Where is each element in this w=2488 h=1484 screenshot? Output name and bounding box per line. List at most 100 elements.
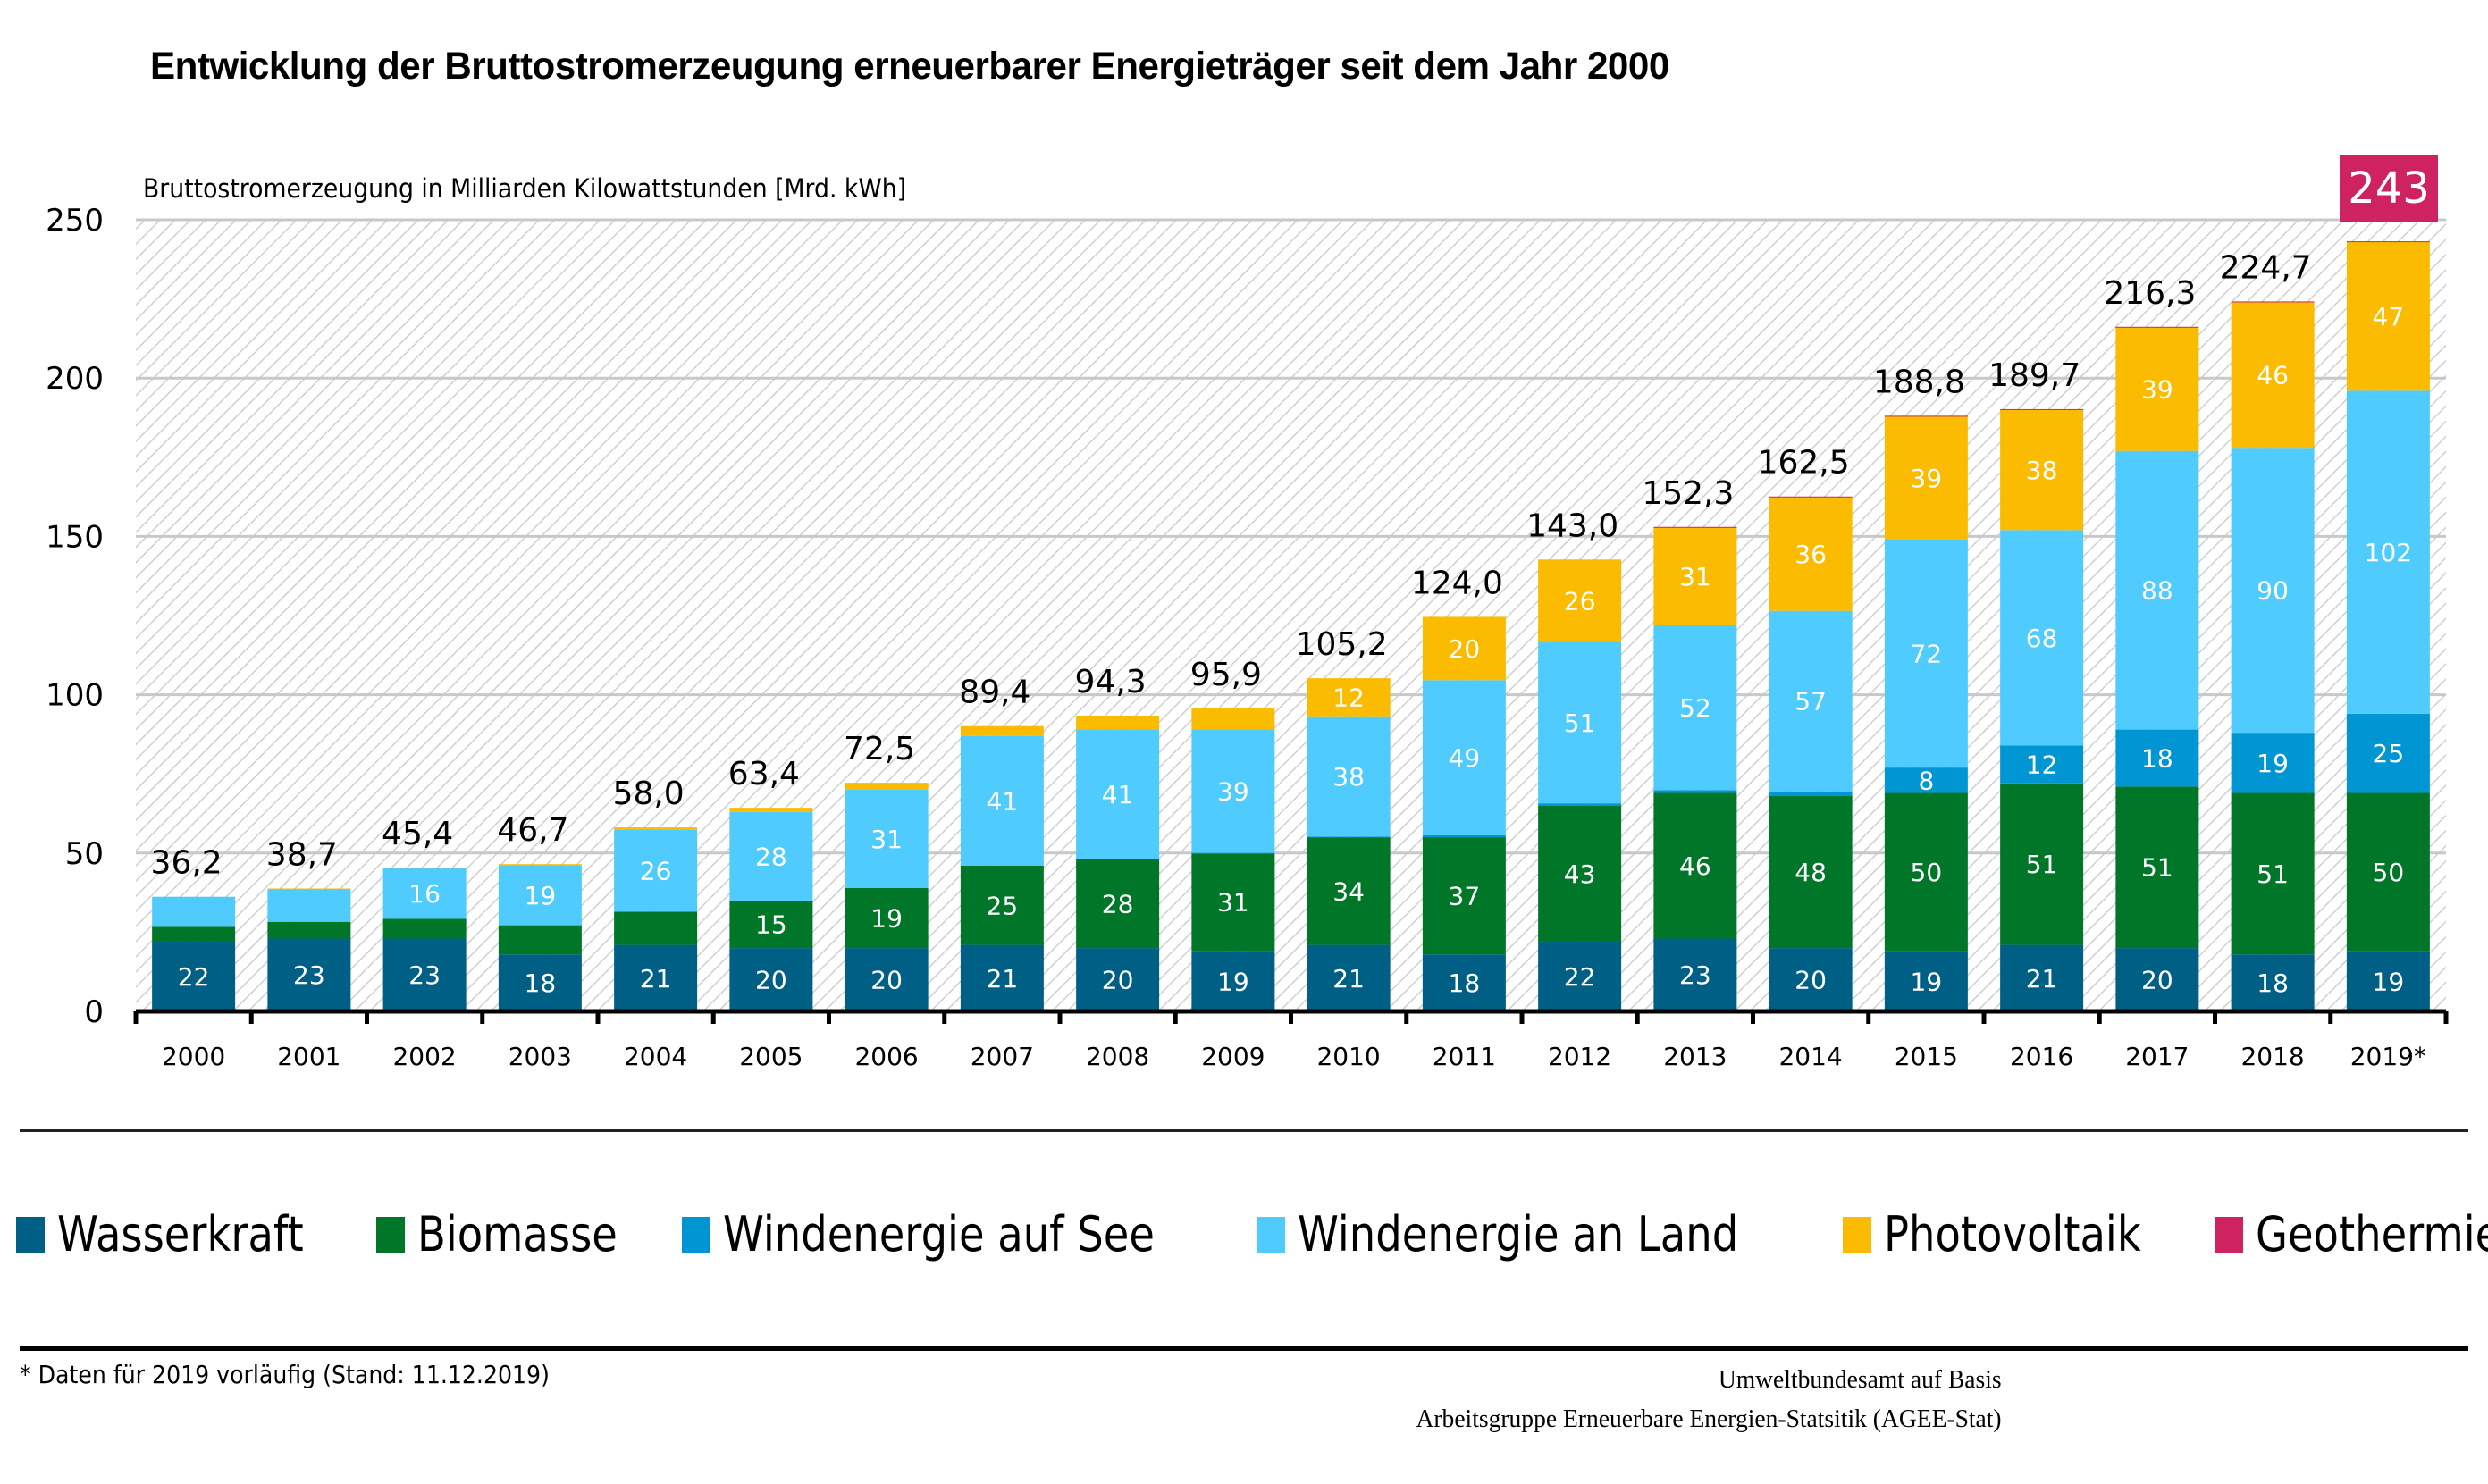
bar-segment-photovoltaik (498, 864, 582, 866)
segment-value-label: 12 (1332, 683, 1365, 712)
bar-segment-wasserkraft (2115, 948, 2199, 1011)
bar-segment-photovoltaik (614, 827, 698, 830)
segment-value-label: 102 (2365, 538, 2412, 567)
segment-value-label: 50 (2373, 858, 2405, 887)
y-tick-label: 200 (46, 361, 104, 397)
legend-label: Wasserkraft (57, 1206, 304, 1262)
x-tick-label: 2012 (1548, 1042, 1611, 1071)
bar-segment-photovoltaik (1191, 708, 1275, 730)
bar-group: 20 15 28 63,4 (728, 756, 813, 1011)
segment-value-label: 49 (1449, 743, 1481, 773)
segment-value-label: 20 (870, 966, 903, 995)
y-tick-label: 50 (65, 836, 104, 872)
bar-segment-geothermie (1653, 526, 1737, 528)
bar-segment-windenergie-an-land (498, 865, 582, 926)
segment-value-label: 18 (2257, 968, 2289, 998)
x-tick-label: 2002 (392, 1042, 456, 1071)
bar-segment-photovoltaik (2000, 409, 2084, 531)
bar-segment-windenergie-an-land (2000, 530, 2084, 746)
y-axis-label: Bruttostromerzeugung in Milliarden Kilow… (143, 173, 907, 204)
bar-segment-wasserkraft (1191, 951, 1275, 1011)
segment-value-label: 46 (2257, 361, 2289, 390)
x-tick-label: 2004 (624, 1042, 687, 1071)
segment-value-label: 23 (293, 960, 325, 990)
bar-segment-photovoltaik (2346, 241, 2430, 391)
bar-segment-photovoltaik (267, 888, 351, 890)
bar-group: 21 26 58,0 (613, 776, 698, 1011)
total-value-label: 72,5 (844, 731, 915, 767)
bar-segment-photovoltaik (960, 725, 1044, 736)
bar-segment-wasserkraft (1422, 954, 1506, 1011)
bar-segment-biomasse (1422, 837, 1506, 955)
bar-group: 18 51 19 90 46 224,7 (2220, 249, 2315, 1011)
legend-swatch-photovoltaik (1842, 1216, 1871, 1253)
segment-value-label: 72 (1911, 640, 1943, 669)
bar-segment-windenergie-an-land (729, 811, 813, 901)
segment-value-label: 21 (987, 964, 1019, 994)
segment-value-label: 25 (2373, 739, 2405, 768)
bar-group: 23 38,7 (266, 836, 351, 1011)
legend-item-geothermie: Geothermie (2215, 1206, 2488, 1262)
bar-segment-photovoltaik (1076, 715, 1160, 730)
total-value-label: 89,4 (959, 675, 1030, 711)
segment-value-label: 20 (1102, 966, 1134, 995)
segment-value-label: 19 (525, 881, 557, 910)
bar-segment-biomasse (2000, 783, 2084, 945)
segment-value-label: 34 (1332, 876, 1365, 906)
bar-segment-biomasse (2346, 792, 2430, 952)
x-tick-label: 2015 (1895, 1042, 1958, 1071)
bar-segment-windenergie-an-land (152, 896, 236, 927)
legend-item-wind-see: Windenergie auf See (681, 1206, 1225, 1262)
bar-segment-geothermie (2231, 301, 2315, 303)
bar-segment-photovoltaik (2231, 302, 2315, 449)
bar-segment-windenergie-an-land (614, 829, 698, 912)
segment-value-label: 38 (2026, 456, 2058, 485)
geothermie-total-badge: 243 (2340, 155, 2438, 222)
segment-value-label: 37 (1449, 882, 1481, 911)
bar-segment-windenergie-auf-see (1653, 790, 1737, 793)
total-value-label: 58,0 (613, 776, 685, 812)
bar-segment-windenergie-auf-see (1191, 852, 1275, 854)
segment-value-label: 26 (1564, 586, 1596, 616)
bar-segment-wasserkraft (845, 948, 929, 1011)
bar-segment-windenergie-auf-see (2115, 729, 2199, 787)
bar-segment-geothermie (1884, 415, 1968, 417)
bar-segment-wasserkraft (498, 954, 582, 1011)
bar-segment-windenergie-an-land (1191, 729, 1275, 853)
x-tick-label: 2018 (2240, 1042, 2304, 1071)
segment-value-label: 21 (1332, 964, 1365, 994)
segment-value-label: 51 (2141, 853, 2173, 883)
bar-segment-windenergie-auf-see (1769, 791, 1853, 797)
x-tick-label: 2005 (739, 1042, 803, 1071)
source-credit: Umweltbundesamt auf Basis Arbeitsgruppe … (1385, 1360, 2002, 1438)
bar-segment-windenergie-auf-see (2000, 745, 2084, 784)
total-value-label: 152,3 (1642, 475, 1734, 512)
segment-value-label: 47 (2373, 302, 2405, 331)
bar-segment-biomasse (382, 918, 466, 939)
divider-bottom (20, 1346, 2468, 1351)
segment-value-label: 39 (1217, 777, 1249, 807)
bar-segment-windenergie-an-land (1538, 641, 1622, 804)
segment-value-label: 50 (1911, 858, 1943, 887)
bar-segment-windenergie-an-land (1769, 610, 1853, 792)
bar-segment-wasserkraft (1076, 948, 1160, 1011)
segment-value-label: 48 (1795, 858, 1827, 887)
x-tick-label: 2009 (1201, 1042, 1265, 1071)
bar-segment-biomasse (1191, 852, 1275, 952)
bar-segment-photovoltaik (1884, 415, 1968, 540)
segment-value-label: 39 (2141, 375, 2173, 405)
segment-value-label: 19 (2257, 749, 2289, 778)
total-value-label: 216,3 (2104, 275, 2196, 312)
segment-value-label: 16 (408, 879, 441, 909)
x-tick-label: 2008 (1086, 1042, 1149, 1071)
bar-segment-wasserkraft (2346, 951, 2430, 1011)
bar-segment-wasserkraft (2000, 944, 2084, 1011)
segment-value-label: 21 (640, 964, 672, 994)
segment-value-label: 39 (1911, 464, 1943, 493)
bar-segment-windenergie-an-land (845, 789, 929, 888)
segment-value-label: 20 (2141, 966, 2173, 995)
bar-segment-wasserkraft (382, 938, 466, 1011)
legend-item-biomasse: Biomasse (375, 1206, 650, 1262)
segment-value-label: 22 (178, 962, 210, 992)
